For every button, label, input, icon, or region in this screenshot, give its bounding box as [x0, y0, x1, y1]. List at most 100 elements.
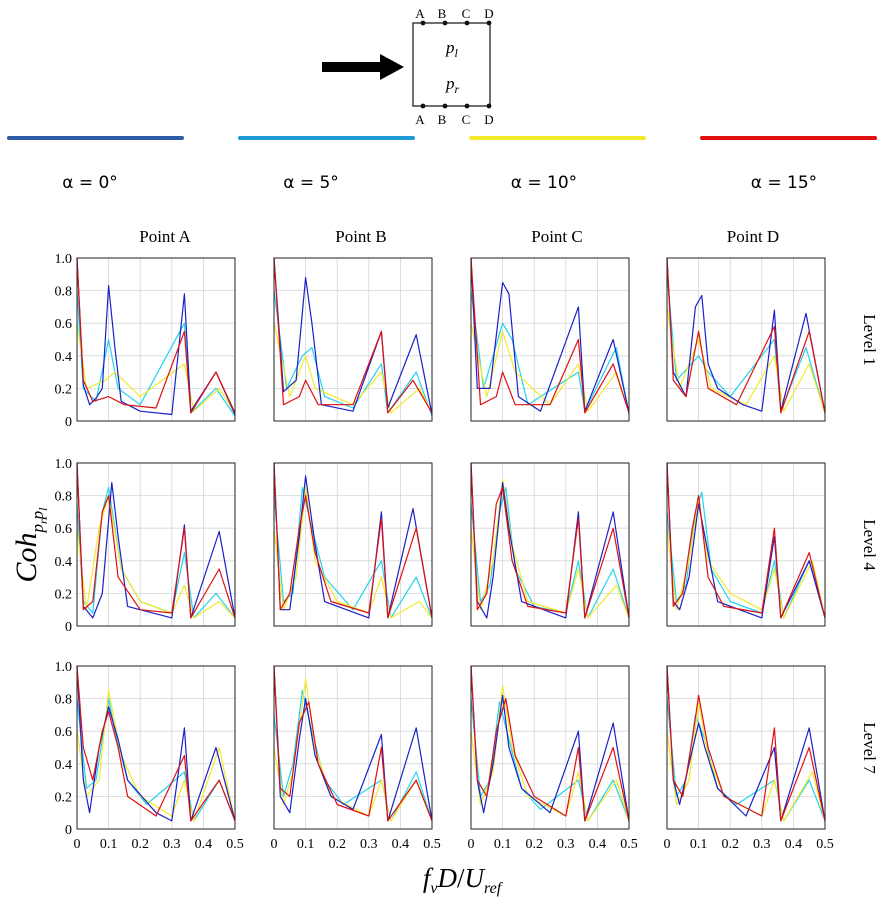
- x-tick-label: 0.1: [690, 837, 708, 852]
- panel-background: [274, 666, 432, 829]
- series-line---15: [666, 462, 826, 619]
- series-line---10: [76, 495, 236, 619]
- panel-frame: [273, 257, 433, 422]
- bottom-point-label-b: B: [438, 112, 447, 127]
- series-line---15: [666, 257, 826, 414]
- x-tick-label: 0: [468, 837, 475, 852]
- panel-frame: [273, 462, 433, 627]
- series-line---10: [76, 323, 236, 414]
- panel-background: [77, 463, 235, 626]
- x-tick-label: 0.2: [131, 837, 149, 852]
- panel-level-4-point-a: 0 0.2 0.4 0.6 0.8 1.0: [55, 457, 236, 635]
- bottom-point-dot-c: [464, 103, 470, 109]
- y-tick-label: 0: [65, 823, 72, 838]
- panel-frame: [470, 462, 630, 627]
- y-tick-label: 0.8: [55, 490, 73, 505]
- x-tick-label: 0.5: [620, 837, 638, 852]
- panel-grid: 00.20.40.60.81.000.20.40.60.81.000.20.40…: [55, 252, 834, 852]
- legend-label-alpha-10: α = 10°: [511, 173, 577, 193]
- series-line---15: [76, 665, 236, 822]
- panel-background: [274, 463, 432, 626]
- panel-frame: [666, 257, 826, 422]
- y-axis-label: Cohprpl: [10, 507, 50, 583]
- panel-frame: [470, 665, 630, 830]
- panel-level-7-point-a: 0 0.2 0.4 0.6 0.8 1.0 0 0.1 0.2 0.3 0.4 0.5: [55, 660, 244, 852]
- legend: α = 0° α = 5° α = 10° α = 15°: [7, 136, 877, 193]
- series-line---15: [273, 665, 433, 822]
- series-line---15: [470, 462, 630, 619]
- y-tick-label: 1.0: [55, 252, 73, 267]
- panel-frame: [273, 665, 433, 830]
- bottom-point-dot-b: [442, 103, 448, 109]
- column-titles: Point A Point B Point C Point D: [139, 227, 779, 246]
- top-point-label-a: A: [415, 6, 425, 21]
- bottom-point-label-c: C: [462, 112, 471, 127]
- series-line---15: [273, 257, 433, 414]
- x-tick-label: 0.1: [100, 837, 118, 852]
- panel-background: [471, 463, 629, 626]
- bottom-point-dot-d: [486, 103, 492, 109]
- series-line---15: [76, 257, 236, 414]
- series-line---15: [470, 257, 630, 414]
- column-title-point-b: Point B: [335, 227, 387, 246]
- x-tick-label: 0.2: [721, 837, 739, 852]
- panel-level-7-point-d: 0 0.1 0.2 0.3 0.4 0.5: [664, 665, 834, 852]
- series-line---5: [273, 290, 433, 417]
- series-line---15: [76, 462, 236, 619]
- column-title-point-a: Point A: [139, 227, 191, 246]
- y-tick-label: 0.4: [55, 350, 73, 365]
- panel-frame: [666, 665, 826, 830]
- series-line---10: [273, 486, 433, 619]
- x-tick-label: 0.5: [423, 837, 441, 852]
- series-line---15: [470, 665, 630, 822]
- y-tick-label: 0.2: [55, 790, 73, 805]
- y-tick-label: 0: [65, 620, 72, 635]
- panel-level-7-point-b: 0 0.1 0.2 0.3 0.4 0.5: [271, 665, 441, 852]
- column-title-point-d: Point D: [727, 227, 779, 246]
- lower-pressure-label: pr: [445, 74, 460, 96]
- y-tick-label: 0.8: [55, 693, 73, 708]
- top-point-dot-d: [486, 20, 492, 26]
- x-tick-label: 0.3: [163, 837, 181, 852]
- legend-label-alpha-0: α = 0°: [62, 173, 118, 193]
- flow-arrow-icon: [322, 54, 404, 80]
- y-tick-label: 0.6: [55, 725, 73, 740]
- series-line---15: [273, 462, 433, 619]
- panel-level-4-point-c: [470, 462, 630, 627]
- top-point-dot-b: [442, 20, 448, 26]
- panel-level-7-point-c: 0 0.1 0.2 0.3 0.4 0.5: [468, 665, 638, 852]
- x-tick-label: 0.3: [557, 837, 575, 852]
- building-section-square: [412, 22, 491, 107]
- bottom-point-label-d: D: [484, 112, 493, 127]
- panel-background: [274, 258, 432, 421]
- x-tick-label: 0: [664, 837, 671, 852]
- row-label-level-4: Level 4: [860, 519, 879, 571]
- top-point-label-c: C: [462, 6, 471, 21]
- top-point-label-b: B: [438, 6, 447, 21]
- row-label-level-7: Level 7: [860, 722, 879, 774]
- panel-level-1-point-d: [666, 257, 826, 422]
- top-point-label-d: D: [484, 6, 493, 21]
- schematic-bottom-points: A B C D: [415, 103, 494, 127]
- x-tick-label: 0.4: [392, 837, 410, 852]
- x-tick-label: 0.1: [297, 837, 315, 852]
- y-tick-label: 0: [65, 415, 72, 430]
- y-tick-label: 0.6: [55, 522, 73, 537]
- x-tick-label: 0.4: [589, 837, 607, 852]
- x-tick-label: 0.3: [753, 837, 771, 852]
- panel-level-1-point-a: 0 0.2 0.4 0.6 0.8 1.0: [55, 252, 236, 430]
- x-tick-label: 0: [271, 837, 278, 852]
- series-line---5: [470, 486, 630, 619]
- x-tick-label: 0.4: [785, 837, 803, 852]
- panel-background: [77, 666, 235, 829]
- x-tick-label: 0.3: [360, 837, 378, 852]
- legend-label-alpha-15: α = 15°: [751, 173, 817, 193]
- schematic-top-points: A B C D: [415, 6, 494, 26]
- row-labels: Level 1 Level 4 Level 7: [860, 314, 879, 774]
- panel-level-4-point-d: [666, 462, 826, 627]
- schematic: A B C D A B C D pl pr: [322, 6, 494, 127]
- series-line---0: [666, 665, 826, 822]
- panel-frame: [76, 665, 236, 830]
- series-line---10: [76, 689, 236, 822]
